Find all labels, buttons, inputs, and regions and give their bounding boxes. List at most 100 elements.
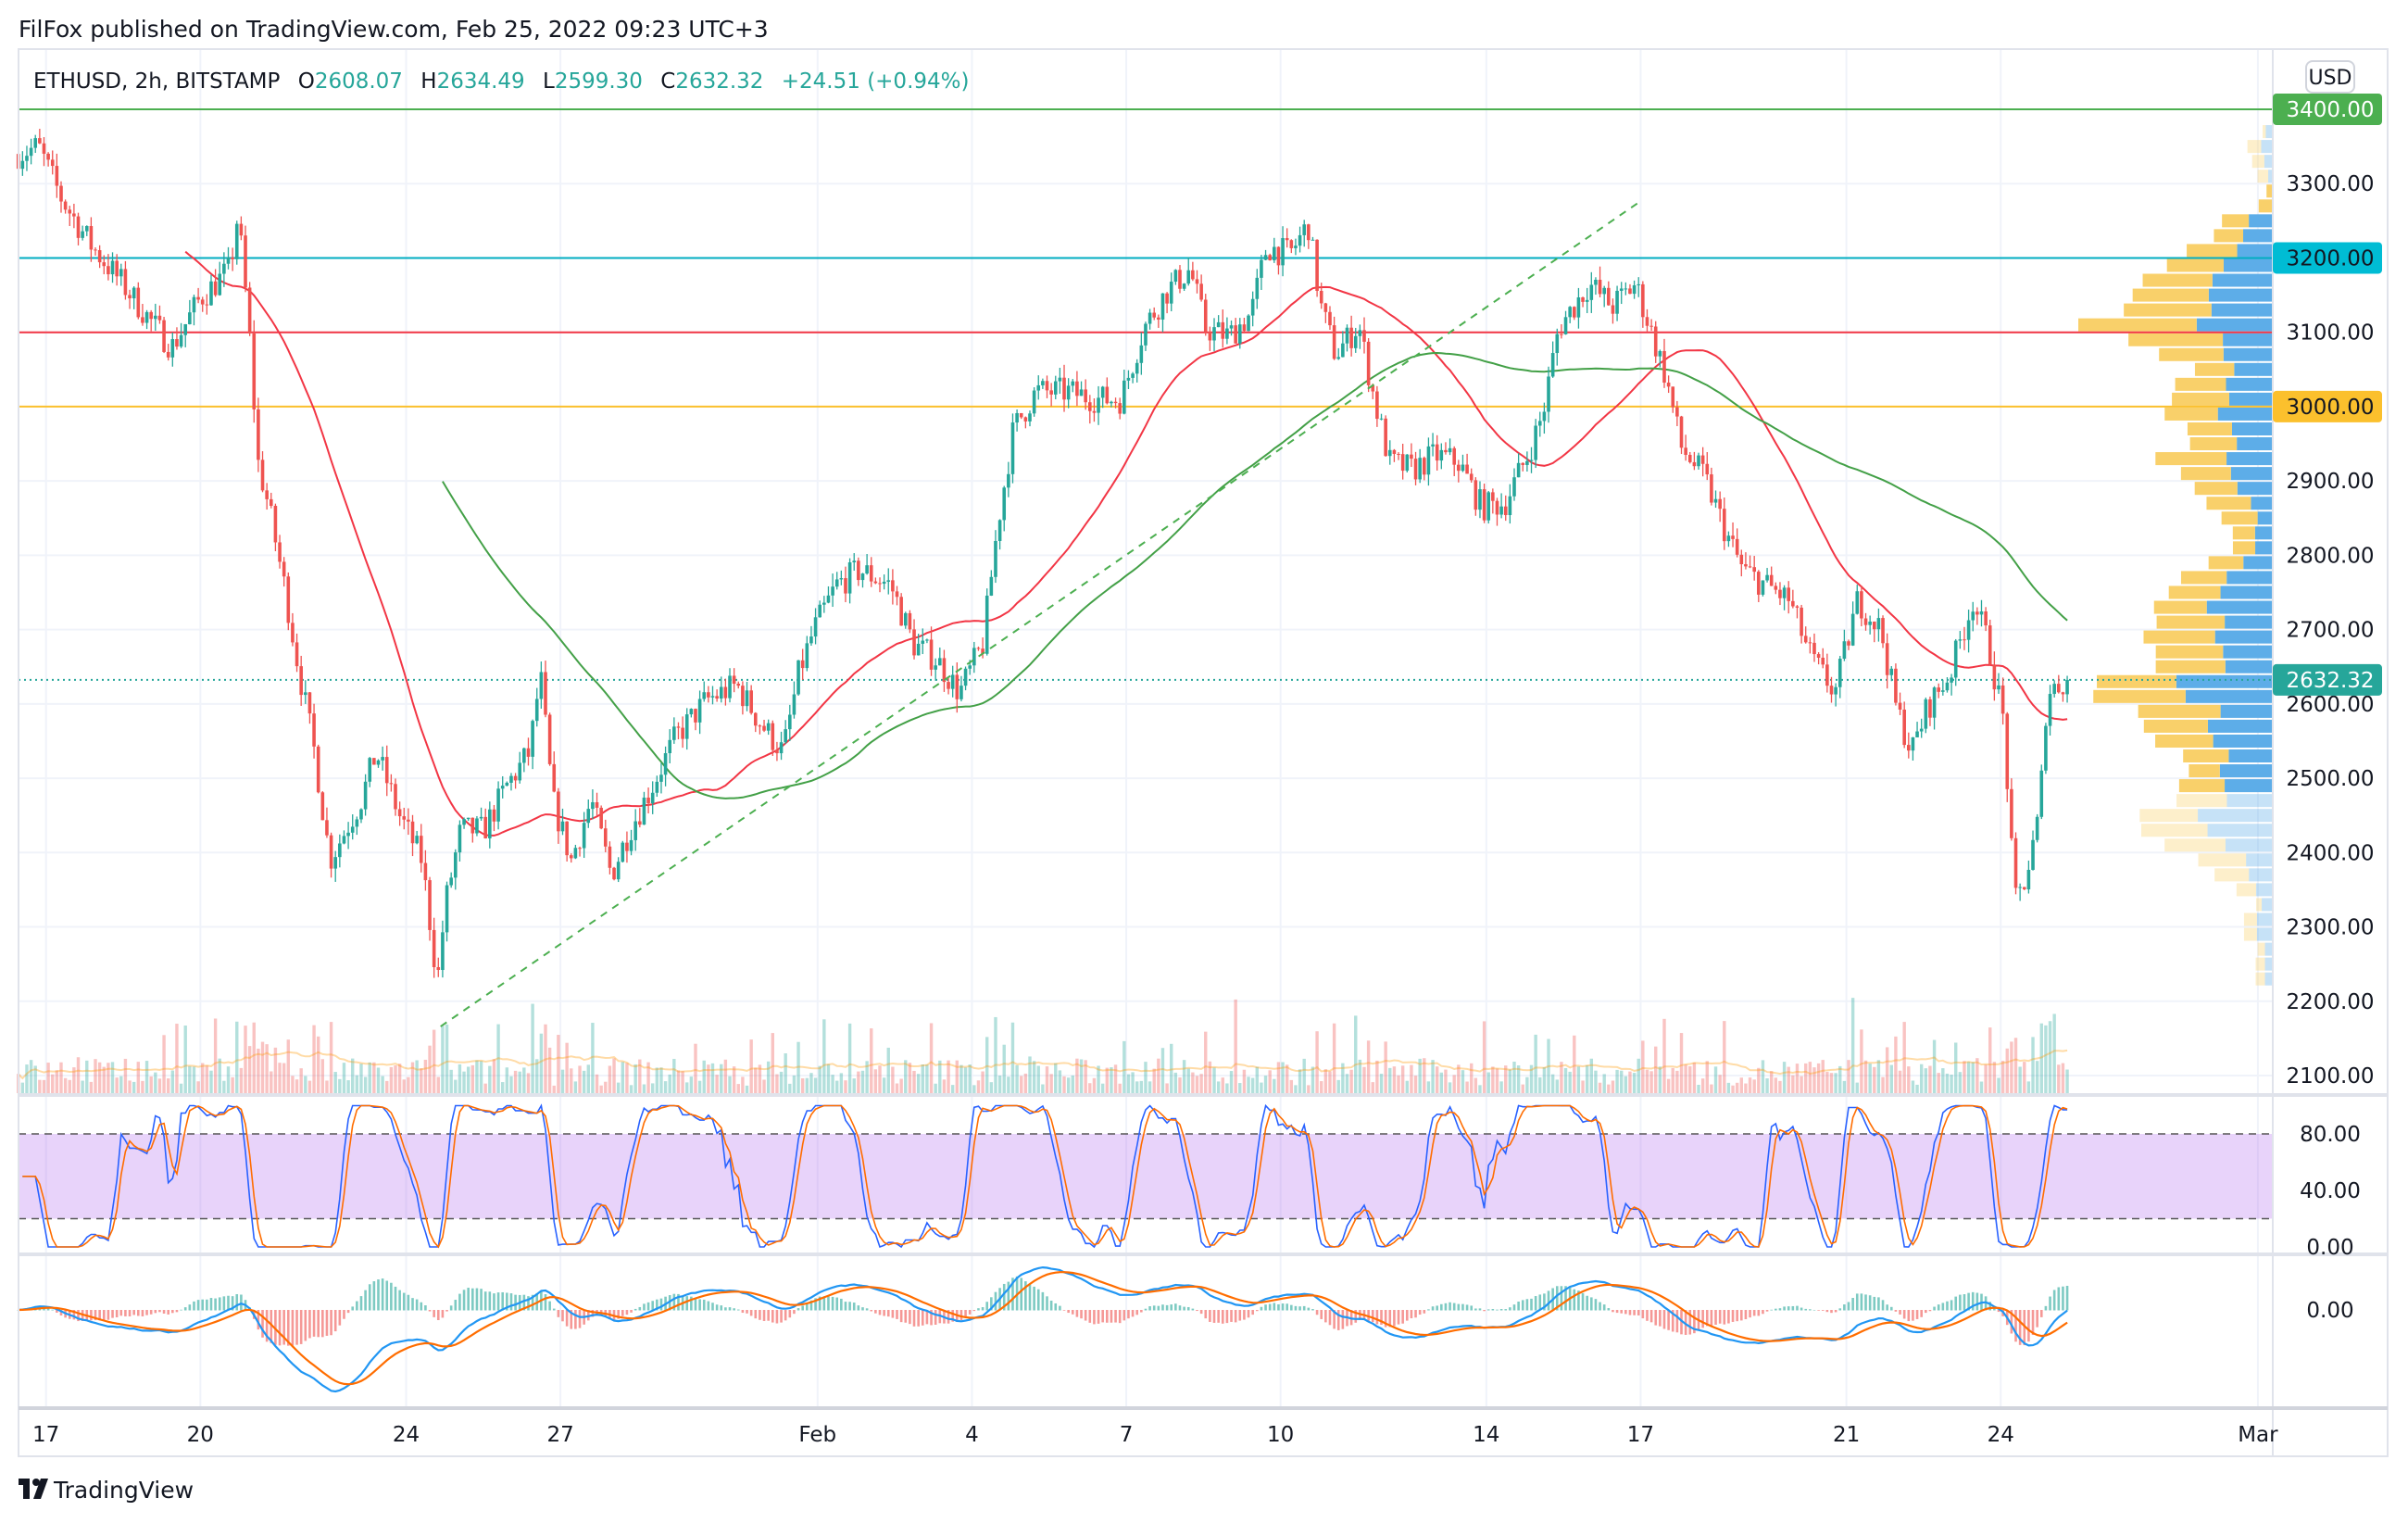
macd-histogram-bar <box>420 1302 423 1311</box>
volume-bar <box>723 1059 728 1093</box>
volume-bar <box>1700 1078 1705 1093</box>
candle <box>132 285 136 309</box>
macd-histogram-bar <box>321 1310 324 1338</box>
volume-bar <box>1748 1077 1752 1093</box>
macd-histogram-bar <box>1624 1310 1627 1315</box>
volume-bar <box>175 1024 179 1093</box>
candle <box>1311 236 1315 241</box>
volume-bar <box>1448 1082 1452 1093</box>
currency-button[interactable]: USD <box>2305 60 2355 94</box>
volume-profile-up-bar <box>2212 273 2273 287</box>
volume-bar <box>1778 1080 1782 1093</box>
volume-bar <box>1195 1076 1199 1093</box>
candle <box>1032 387 1036 417</box>
axes[interactable]: 3300.003100.002900.002800.002700.002600.… <box>32 94 2382 1447</box>
volume-profile-down-bar <box>2206 497 2251 510</box>
volume-bar <box>355 1075 359 1093</box>
candle-body <box>1405 454 1410 472</box>
candle-body <box>1744 564 1748 567</box>
volume-bar <box>976 1080 981 1093</box>
candle-body <box>1431 444 1435 447</box>
macd-histogram-bar <box>977 1308 980 1311</box>
candle-body <box>663 753 668 775</box>
candle <box>638 808 642 828</box>
candle-body <box>1547 376 1550 412</box>
macd-histogram-bar <box>1684 1310 1687 1335</box>
candle <box>908 610 912 634</box>
candle-body <box>423 862 428 881</box>
candle-body <box>1400 454 1405 472</box>
candle-body <box>878 583 882 585</box>
candle-body <box>1628 288 1632 295</box>
volume-bar <box>775 1074 779 1093</box>
macd-histogram-bar <box>1812 1309 1816 1311</box>
macd-histogram-bar <box>286 1310 290 1346</box>
macd-histogram-bar <box>2062 1286 2064 1311</box>
macd-histogram-bar <box>1509 1307 1511 1311</box>
volume-ma-line <box>17 1049 2068 1080</box>
macd-histogram-bar <box>1049 1300 1053 1311</box>
candle-body <box>895 591 899 598</box>
candle <box>149 309 153 332</box>
candle <box>749 685 753 715</box>
macd-histogram-bar <box>656 1299 658 1311</box>
macd-histogram-bar <box>809 1300 813 1311</box>
macd-histogram-bar <box>1011 1278 1014 1311</box>
volume-bar <box>1620 1070 1624 1093</box>
candle-body <box>1731 535 1735 539</box>
candle-body <box>175 339 179 347</box>
volume-bar <box>1015 1064 1019 1093</box>
volume-bar <box>1988 1027 1992 1093</box>
candle <box>1225 317 1229 345</box>
macd-histogram-bar <box>183 1307 187 1311</box>
macd-histogram-bar <box>720 1305 723 1311</box>
candle-body <box>719 686 723 699</box>
volume-bar <box>809 1073 813 1093</box>
trendline[interactable] <box>440 200 1641 1027</box>
volume-bar <box>397 1064 402 1093</box>
macd-histogram-bar <box>2027 1310 2030 1342</box>
macd-histogram-bar <box>1170 1304 1173 1311</box>
macd-histogram-bar <box>1243 1310 1246 1320</box>
stoch-d-line <box>22 1104 2068 1249</box>
volume-bar <box>304 1076 307 1093</box>
volume-bar <box>81 1080 84 1093</box>
volume-bar <box>1079 1059 1084 1093</box>
candle-body <box>1336 357 1341 359</box>
volume-bar <box>346 1080 350 1093</box>
macd-histogram-bar <box>1315 1310 1319 1315</box>
symbol-label[interactable]: ETHUSD, 2h, BITSTAMP <box>33 69 281 94</box>
candle <box>800 648 805 681</box>
candle <box>162 317 166 354</box>
macd-pane <box>17 1265 2069 1393</box>
tradingview-logo[interactable]: TradingView <box>19 1477 194 1504</box>
candle <box>213 269 218 297</box>
candle-body <box>1066 385 1071 400</box>
macd-histogram-bar <box>1114 1310 1117 1323</box>
candle <box>346 822 350 850</box>
candle <box>2044 723 2048 774</box>
macd-histogram-bar <box>1118 1310 1122 1324</box>
candle-body <box>162 320 166 352</box>
macd-histogram-bar <box>222 1296 226 1311</box>
volume-bar <box>1573 1035 1576 1093</box>
candle-body <box>1726 535 1731 542</box>
trendline-dashed[interactable] <box>440 200 1641 1027</box>
volume-profile-up-bar <box>2257 511 2273 525</box>
horizontal-levels[interactable] <box>19 108 2273 681</box>
macd-histogram-bar <box>102 1310 106 1320</box>
candle-body <box>157 315 162 321</box>
candle <box>252 320 257 423</box>
macd-histogram-bar <box>1401 1310 1404 1324</box>
candle-body <box>1932 687 1937 718</box>
volume-bar <box>1757 1067 1761 1093</box>
candle-body <box>1525 460 1529 465</box>
candle <box>1482 484 1486 523</box>
candle <box>518 751 522 784</box>
candle <box>899 593 903 626</box>
close-label: C <box>660 69 675 94</box>
candle <box>462 817 466 829</box>
candle-body <box>1375 391 1379 420</box>
volume-profile-up-bar <box>2185 689 2273 703</box>
